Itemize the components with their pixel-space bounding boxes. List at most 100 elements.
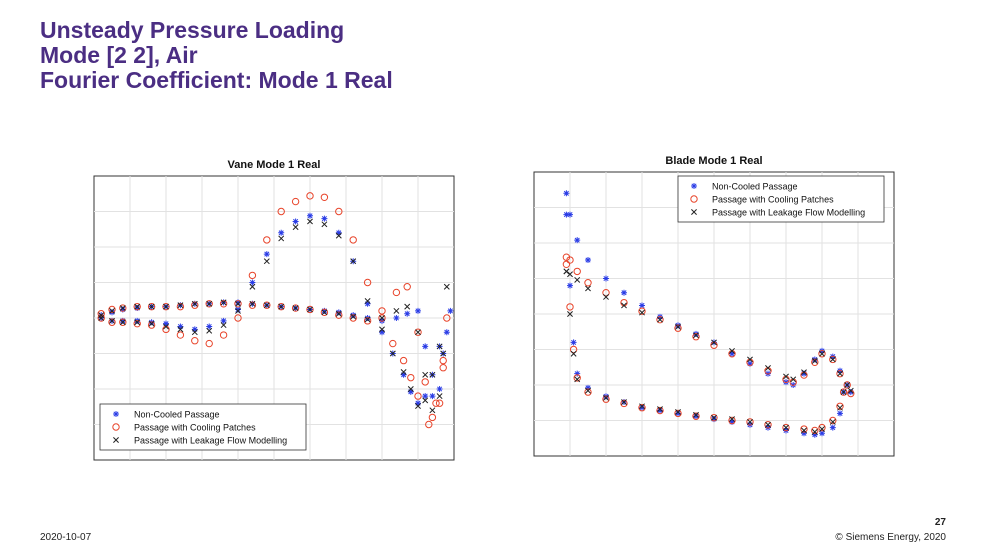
data-point xyxy=(574,276,581,283)
data-point xyxy=(566,303,574,311)
data-point xyxy=(335,232,342,239)
data-point xyxy=(278,229,285,236)
data-point xyxy=(843,381,851,389)
data-point xyxy=(836,402,844,410)
data-point xyxy=(570,339,577,346)
data-point xyxy=(292,218,299,225)
data-point xyxy=(436,393,443,400)
data-point xyxy=(829,424,836,431)
data-point xyxy=(819,350,825,357)
data-point xyxy=(585,285,591,292)
data-point xyxy=(307,218,313,225)
data-point xyxy=(440,350,447,357)
data-point xyxy=(364,316,371,323)
data-point xyxy=(307,212,313,219)
data-point xyxy=(399,356,408,365)
data-point xyxy=(574,370,581,377)
data-point xyxy=(393,315,400,321)
data-point xyxy=(392,288,401,297)
data-point xyxy=(278,303,285,310)
series-3 xyxy=(562,260,848,435)
legend-label: Passage with Leakage Flow Modelling xyxy=(134,436,287,446)
data-point xyxy=(415,403,421,409)
data-point xyxy=(422,371,429,378)
legend-label: Non-Cooled Passage xyxy=(134,410,220,420)
vane-chart: Vane Mode 1 Real Non-Cooled Passage Passag… xyxy=(93,159,455,461)
data-point xyxy=(98,315,105,321)
data-point xyxy=(693,411,699,418)
data-point xyxy=(163,320,169,327)
data-point xyxy=(439,356,447,365)
data-point xyxy=(177,326,184,333)
data-point xyxy=(563,190,570,197)
data-point xyxy=(97,310,105,318)
data-point xyxy=(133,319,141,328)
data-point xyxy=(746,418,754,426)
data-point xyxy=(162,302,170,311)
data-point xyxy=(674,409,682,418)
data-point xyxy=(429,371,436,378)
data-point xyxy=(563,268,570,275)
data-point xyxy=(335,207,343,216)
data-point xyxy=(292,224,299,231)
data-point xyxy=(320,308,329,317)
data-point xyxy=(249,283,256,290)
data-point xyxy=(584,279,592,287)
data-point xyxy=(639,309,645,316)
vane-chart-panel: Vane Mode 1 Real Non-Cooled Passage Passag… xyxy=(88,154,460,466)
data-point xyxy=(108,318,116,326)
data-point xyxy=(432,399,440,407)
data-point xyxy=(234,300,242,308)
data-point xyxy=(620,399,628,408)
data-point xyxy=(220,322,227,329)
data-point xyxy=(415,400,421,407)
data-point xyxy=(638,307,646,315)
data-point xyxy=(119,305,126,312)
data-point xyxy=(134,303,141,310)
data-point xyxy=(829,355,837,364)
data-point xyxy=(278,235,285,242)
data-point xyxy=(108,305,116,314)
data-point xyxy=(829,416,837,425)
data-point xyxy=(765,421,771,428)
data-point xyxy=(782,423,790,432)
data-point xyxy=(249,300,256,307)
data-point xyxy=(801,427,807,434)
data-point xyxy=(379,326,385,333)
title-line-3: Fourier Coefficient: Mode 1 Real xyxy=(40,67,393,93)
data-point xyxy=(335,310,342,317)
data-point xyxy=(443,314,451,322)
data-point xyxy=(801,430,807,437)
data-point xyxy=(728,416,736,425)
data-point xyxy=(404,303,411,310)
data-point xyxy=(235,299,241,306)
data-point xyxy=(248,271,257,280)
data-point xyxy=(569,345,578,354)
data-point xyxy=(639,403,645,410)
data-point xyxy=(363,278,372,287)
data-point xyxy=(191,326,198,333)
data-point xyxy=(176,302,185,311)
data-point xyxy=(603,394,609,401)
data-point xyxy=(818,350,826,358)
blade-chart-panel: Blade Mode 1 Real Non-Cooled Passage Passa… xyxy=(528,150,900,462)
data-point xyxy=(585,387,591,394)
data-point xyxy=(177,302,184,309)
data-point xyxy=(837,370,843,377)
data-point xyxy=(292,305,299,312)
data-point xyxy=(407,388,414,395)
data-point xyxy=(220,299,227,306)
data-point xyxy=(585,257,591,264)
data-point xyxy=(692,333,700,341)
data-point xyxy=(248,301,257,309)
data-point xyxy=(570,350,577,357)
data-point xyxy=(422,397,429,404)
data-point xyxy=(415,329,421,336)
data-point xyxy=(847,389,854,396)
page-number: 27 xyxy=(934,517,946,528)
series-4 xyxy=(98,283,450,414)
data-point xyxy=(574,376,581,383)
data-point xyxy=(567,211,573,218)
data-point xyxy=(585,384,591,391)
data-point xyxy=(425,420,433,429)
